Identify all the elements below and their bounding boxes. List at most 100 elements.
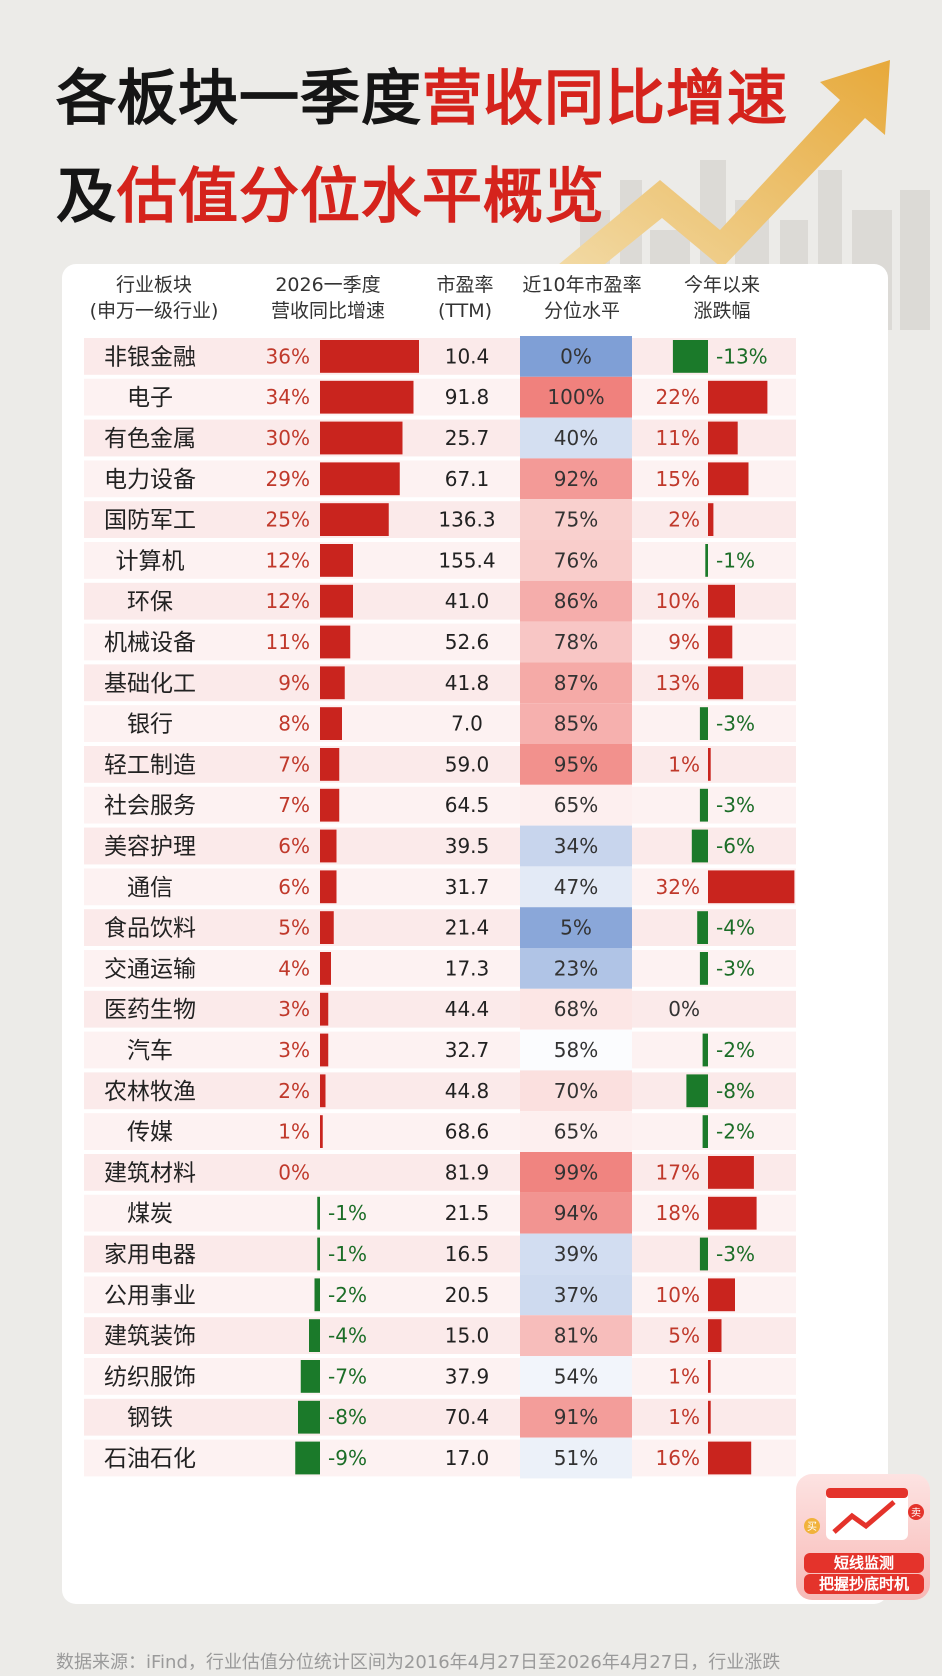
ytd-label: 1% bbox=[668, 1405, 700, 1429]
percentile-label: 92% bbox=[554, 467, 598, 491]
percentile-label: 47% bbox=[554, 875, 598, 899]
growth-bar bbox=[320, 462, 400, 496]
percentile-cell bbox=[520, 1396, 632, 1438]
trend-chart-icon: 买 卖 bbox=[804, 1488, 924, 1540]
pe-value: 41.8 bbox=[445, 671, 490, 695]
growth-label: 12% bbox=[266, 589, 310, 613]
table-row-background bbox=[84, 542, 796, 579]
industry-name: 银行 bbox=[127, 712, 173, 738]
ytd-bar bbox=[708, 1360, 711, 1393]
percentile-label: 58% bbox=[554, 1038, 598, 1062]
industry-name: 机械设备 bbox=[104, 630, 196, 656]
growth-bar bbox=[317, 1237, 320, 1271]
percentile-label: 70% bbox=[554, 1079, 598, 1103]
percentile-cell bbox=[520, 1437, 632, 1479]
percentile-label: 40% bbox=[554, 426, 598, 450]
table-row-background bbox=[84, 990, 796, 1028]
industry-name: 农林牧渔 bbox=[104, 1079, 196, 1105]
growth-bar bbox=[300, 1360, 320, 1393]
ytd-label: -8% bbox=[716, 1079, 755, 1103]
table-row-background bbox=[84, 1398, 796, 1436]
table-row-background bbox=[84, 1317, 796, 1354]
percentile-cell bbox=[520, 988, 632, 1030]
promo-label: 短线监测 把握抄底时机 bbox=[800, 1552, 928, 1595]
header-pe: 市盈率 (TTM) bbox=[436, 274, 494, 322]
pe-value: 25.7 bbox=[445, 426, 490, 450]
percentile-cell bbox=[520, 1029, 632, 1071]
growth-bar bbox=[320, 748, 340, 781]
promo-widget[interactable]: 买 卖 短线监测 把握抄底时机 bbox=[790, 1470, 940, 1610]
growth-label: -2% bbox=[328, 1283, 367, 1307]
growth-bar bbox=[320, 952, 331, 985]
growth-label: 0% bbox=[278, 1160, 310, 1184]
growth-label: -1% bbox=[328, 1201, 367, 1225]
ytd-label: 9% bbox=[668, 630, 700, 654]
growth-bar bbox=[320, 340, 419, 373]
percentile-label: 54% bbox=[554, 1364, 598, 1388]
table-row-background bbox=[84, 664, 796, 702]
growth-label: -8% bbox=[328, 1405, 367, 1429]
sell-badge: 卖 bbox=[911, 1507, 921, 1519]
data-source-footer: 数据来源：iFind，行业估值分位统计区间为2016年4月27日至2026年4月… bbox=[56, 1652, 781, 1673]
pe-value: 81.9 bbox=[445, 1160, 490, 1184]
header-ytd-change: 今年以来 涨跌幅 bbox=[683, 274, 760, 322]
ytd-label: -1% bbox=[716, 548, 755, 572]
table-row-background bbox=[84, 460, 796, 498]
percentile-label: 78% bbox=[554, 630, 598, 654]
ytd-label: 17% bbox=[656, 1160, 700, 1184]
industry-name: 计算机 bbox=[116, 548, 185, 574]
percentile-cell bbox=[520, 1070, 632, 1112]
table-row-background bbox=[84, 868, 796, 906]
ytd-label: 10% bbox=[656, 1283, 700, 1307]
percentile-cell bbox=[520, 621, 632, 663]
industry-name: 通信 bbox=[127, 875, 173, 901]
pe-value: 39.5 bbox=[445, 834, 490, 858]
growth-bar bbox=[317, 1196, 320, 1230]
ytd-bar bbox=[702, 1033, 708, 1067]
industry-name: 有色金属 bbox=[104, 426, 196, 452]
percentile-label: 65% bbox=[554, 1120, 598, 1144]
growth-bar bbox=[320, 992, 329, 1026]
ytd-bar bbox=[702, 1115, 708, 1148]
ytd-bar bbox=[699, 952, 708, 985]
growth-bar bbox=[320, 503, 389, 536]
industry-name: 汽车 bbox=[127, 1038, 173, 1064]
percentile-label: 94% bbox=[554, 1201, 598, 1225]
table-row-background bbox=[84, 827, 796, 865]
ytd-bar bbox=[697, 911, 708, 944]
percentile-label: 87% bbox=[554, 671, 598, 695]
pe-value: 91.8 bbox=[445, 385, 490, 409]
growth-bar bbox=[320, 1033, 329, 1067]
ytd-label: 5% bbox=[668, 1324, 700, 1348]
table-row-background bbox=[84, 786, 796, 824]
percentile-label: 81% bbox=[554, 1324, 598, 1348]
growth-label: 29% bbox=[266, 467, 310, 491]
ytd-bar bbox=[708, 503, 714, 536]
growth-bar bbox=[320, 911, 334, 944]
pe-value: 41.0 bbox=[445, 589, 490, 613]
growth-label: -1% bbox=[328, 1242, 367, 1266]
growth-bar bbox=[320, 380, 414, 414]
ytd-bar bbox=[686, 1074, 708, 1108]
table-row-background bbox=[84, 1235, 796, 1273]
industry-table-chart: 非银金融 36% 10.4 0% -13% 电子 34% 91.8 100% 22% 有色金属 30%… bbox=[84, 336, 796, 1479]
pe-value: 16.5 bbox=[445, 1242, 490, 1266]
industry-name: 纺织服饰 bbox=[104, 1364, 196, 1390]
growth-label: 30% bbox=[266, 426, 310, 450]
ytd-label: -3% bbox=[716, 956, 755, 980]
ytd-label: -13% bbox=[716, 344, 768, 368]
percentile-cell bbox=[520, 1356, 632, 1397]
industry-name: 建筑材料 bbox=[104, 1160, 196, 1186]
growth-bar bbox=[320, 707, 342, 740]
industry-name: 非银金融 bbox=[104, 344, 196, 370]
growth-label: 25% bbox=[266, 508, 310, 532]
pe-value: 37.9 bbox=[445, 1364, 490, 1388]
growth-bar bbox=[320, 788, 340, 822]
percentile-label: 5% bbox=[560, 916, 592, 940]
table-row-background bbox=[84, 909, 796, 946]
percentile-cell bbox=[520, 662, 632, 704]
percentile-label: 95% bbox=[554, 752, 598, 776]
growth-label: -9% bbox=[328, 1446, 367, 1470]
ytd-label: 32% bbox=[656, 875, 700, 899]
industry-name: 美容护理 bbox=[104, 834, 196, 860]
